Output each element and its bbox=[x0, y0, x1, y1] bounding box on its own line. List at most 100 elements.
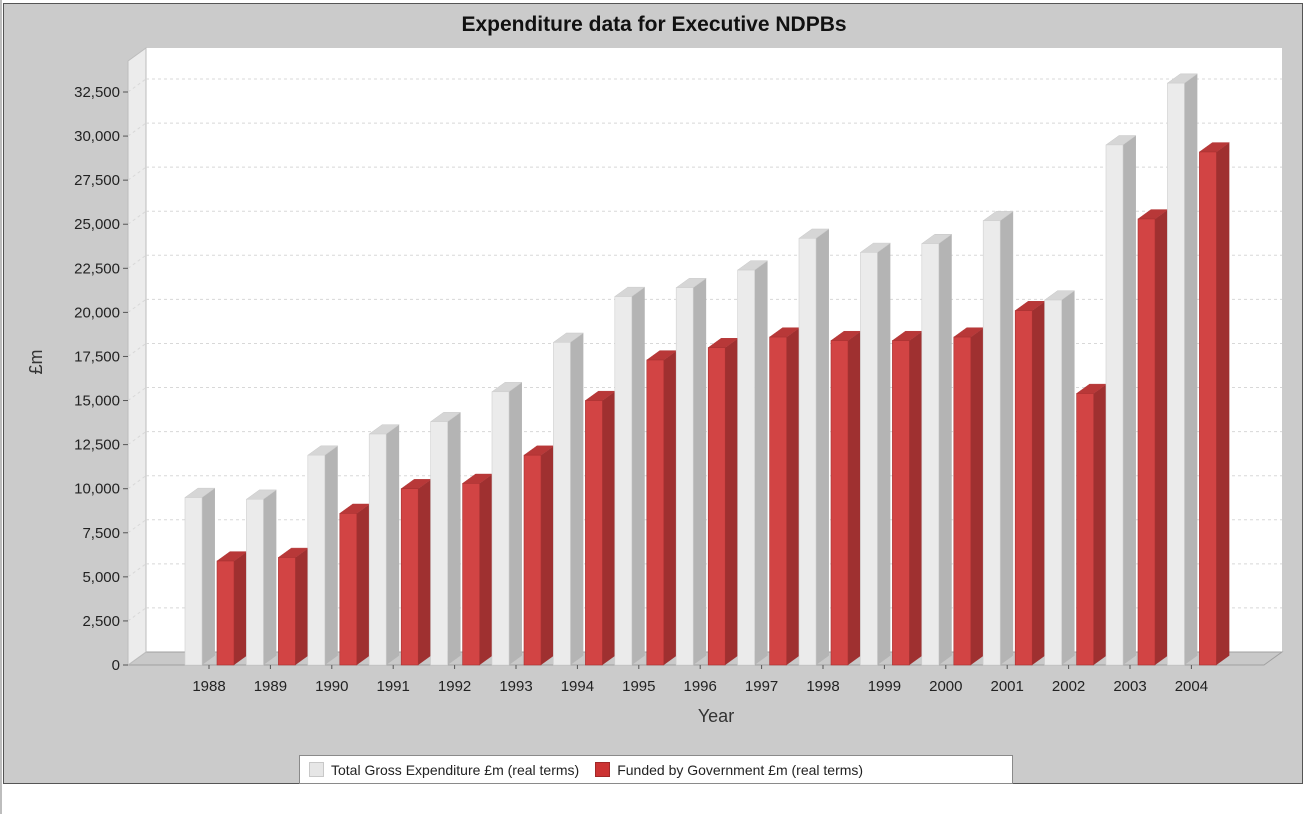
bar bbox=[184, 487, 216, 666]
bar bbox=[1043, 290, 1076, 666]
bar bbox=[921, 234, 953, 666]
bar-front bbox=[1014, 310, 1033, 666]
bar-front bbox=[368, 433, 387, 666]
x-tick-label: 1998 bbox=[806, 678, 839, 695]
bar bbox=[400, 479, 432, 666]
y-tick-label: 30,000 bbox=[74, 128, 120, 145]
bar-side bbox=[202, 488, 215, 665]
bar-side bbox=[786, 327, 800, 665]
bar-front bbox=[769, 336, 787, 666]
x-tick-label: 1994 bbox=[561, 678, 594, 695]
chart-canvas: 0 2,500 5,000 7,500 10,000 12,500 15,000 17,500… bbox=[26, 47, 1284, 726]
bar-front bbox=[246, 498, 264, 666]
bar bbox=[1014, 301, 1046, 666]
bar-front bbox=[278, 557, 296, 666]
bar-side bbox=[848, 331, 861, 665]
bar-front bbox=[339, 513, 358, 666]
bar-side bbox=[356, 504, 370, 665]
bar-front bbox=[921, 243, 940, 666]
bar-front bbox=[1137, 218, 1156, 666]
bar bbox=[830, 330, 862, 666]
x-tick-label: 2001 bbox=[991, 678, 1024, 695]
bar-side bbox=[909, 331, 923, 665]
legend-item-total-gross: Total Gross Expenditure £m (real terms) bbox=[309, 762, 579, 778]
legend: Total Gross Expenditure £m (real terms) … bbox=[299, 755, 1013, 784]
bar-front bbox=[614, 296, 633, 666]
bar-side bbox=[541, 445, 554, 665]
bar-side bbox=[509, 382, 522, 665]
bar-front bbox=[892, 340, 910, 666]
bar-front bbox=[830, 340, 849, 666]
x-tick-label: 1999 bbox=[868, 678, 901, 695]
bar-side bbox=[263, 489, 277, 665]
bar-front bbox=[523, 454, 542, 666]
bar-side bbox=[1061, 290, 1075, 665]
bar-front bbox=[184, 497, 203, 666]
y-tick-label: 32,500 bbox=[74, 84, 120, 101]
bar bbox=[859, 242, 892, 666]
gridline-slant bbox=[127, 607, 147, 622]
bar-front bbox=[1167, 82, 1185, 666]
bar bbox=[768, 327, 801, 666]
bar-side bbox=[570, 332, 584, 665]
bar bbox=[429, 412, 462, 666]
bar-side bbox=[1123, 135, 1136, 666]
legend-item-funded-by-government: Funded by Government £m (real terms) bbox=[595, 762, 863, 778]
y-tick-label: 7,500 bbox=[82, 525, 120, 542]
bar bbox=[675, 278, 707, 666]
bar-side bbox=[1032, 301, 1046, 665]
bar-side bbox=[1155, 209, 1168, 665]
bar-side bbox=[693, 278, 707, 665]
gridline-slant bbox=[127, 298, 147, 313]
x-tick-label: 2004 bbox=[1175, 678, 1208, 695]
bar bbox=[707, 338, 739, 666]
bar-side bbox=[877, 243, 891, 665]
y-tick-label: 12,500 bbox=[74, 437, 120, 454]
y-tick-label: 22,500 bbox=[74, 260, 120, 277]
plot-left-wall bbox=[127, 47, 147, 666]
gridline-slant bbox=[127, 475, 147, 490]
bar-side bbox=[386, 424, 400, 665]
bar-front bbox=[216, 560, 235, 666]
bar-front bbox=[491, 391, 510, 666]
bar bbox=[461, 473, 494, 666]
legend-label-total-gross: Total Gross Expenditure £m (real terms) bbox=[331, 761, 580, 778]
bar bbox=[491, 382, 523, 666]
x-axis-title: Year bbox=[698, 706, 734, 726]
bar-side bbox=[725, 338, 739, 665]
bar-side bbox=[1093, 384, 1107, 665]
bar bbox=[277, 547, 310, 666]
bar-side bbox=[479, 474, 493, 665]
bar bbox=[1198, 142, 1231, 666]
gridline-slant bbox=[127, 519, 147, 534]
bar-side bbox=[447, 412, 461, 665]
bar-front bbox=[798, 238, 817, 666]
bar bbox=[1166, 73, 1199, 666]
bar-front bbox=[1199, 151, 1217, 666]
y-tick-label: 17,500 bbox=[74, 348, 120, 365]
y-axis-title: £m bbox=[26, 349, 46, 374]
x-tick-label: 1997 bbox=[745, 678, 778, 695]
bar-front bbox=[982, 220, 1001, 666]
bar-side bbox=[418, 479, 432, 665]
bar-front bbox=[953, 336, 972, 666]
gridline-slant bbox=[127, 254, 147, 269]
bar-front bbox=[646, 359, 665, 666]
bar bbox=[552, 332, 585, 666]
bar-side bbox=[1216, 142, 1230, 666]
legend-label-funded-by-government: Funded by Government £m (real terms) bbox=[617, 761, 864, 778]
bar-front bbox=[462, 483, 480, 666]
x-tick-label: 1991 bbox=[377, 678, 410, 695]
y-tick-label: 5,000 bbox=[82, 569, 120, 586]
bar-front bbox=[737, 269, 755, 666]
chart-title: Expenditure data for Executive NDPBs bbox=[461, 13, 847, 36]
y-tick-label: 15,000 bbox=[74, 393, 120, 410]
bar-front bbox=[553, 342, 571, 666]
gridline-slant bbox=[127, 122, 147, 137]
y-tick-label: 10,000 bbox=[74, 481, 120, 498]
x-tick-label: 1996 bbox=[684, 678, 717, 695]
gridline-slant bbox=[127, 563, 147, 578]
bar-side bbox=[602, 391, 616, 665]
x-tick-label: 2002 bbox=[1052, 678, 1085, 695]
x-tick-label: 1992 bbox=[438, 678, 471, 695]
